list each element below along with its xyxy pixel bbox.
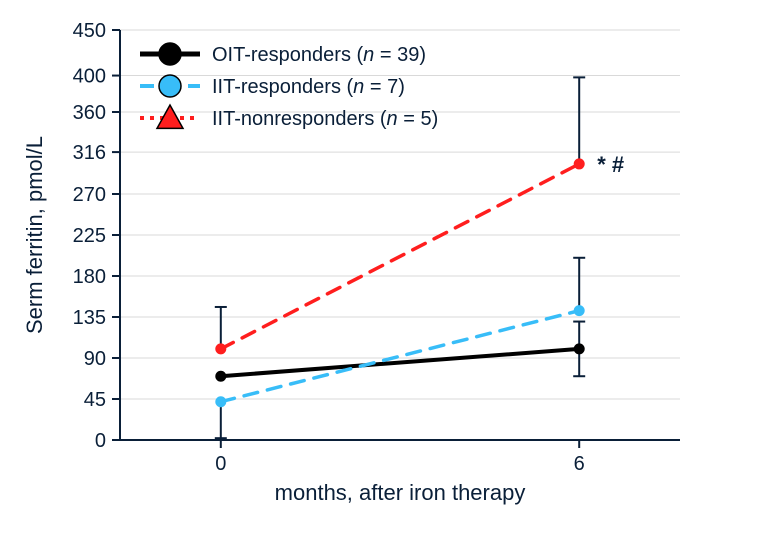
y-tick-label: 0 (95, 430, 106, 452)
legend-marker-circle-icon (159, 43, 181, 65)
y-tick-label: 270 (73, 184, 106, 206)
significance-annotation: * # (597, 152, 624, 177)
series-point-iit-nonresp (574, 159, 584, 169)
y-tick-label: 316 (73, 142, 106, 164)
y-tick-label: 90 (84, 348, 106, 370)
y-tick-label: 45 (84, 389, 106, 411)
x-axis-label: months, after iron therapy (275, 480, 526, 505)
legend-label: IIT-nonresponders (n = 5) (212, 108, 438, 130)
y-tick-label: 225 (73, 225, 106, 247)
y-tick-label: 180 (73, 266, 106, 288)
series-point-iit-nonresp (216, 344, 226, 354)
legend-marker-circle-icon (159, 75, 181, 97)
y-tick-label: 450 (73, 20, 106, 42)
series-point-iit-resp (574, 306, 584, 316)
y-tick-label: 360 (73, 102, 106, 124)
x-tick-label: 6 (574, 453, 585, 475)
y-tick-label: 135 (73, 307, 106, 329)
series-point-oit-resp (574, 344, 584, 354)
ferritin-line-chart: 0 45 90 135 180 225 270 316 360 400 450 0 6 Serm ferr… (0, 0, 776, 542)
series-point-oit-resp (216, 371, 226, 381)
legend-label: IIT-responders (n = 7) (212, 76, 405, 98)
y-axis-label: Serm ferritin, pmol/L (22, 136, 47, 334)
legend-label: OIT-responders (n = 39) (212, 44, 426, 66)
chart-container: 0 45 90 135 180 225 270 316 360 400 450 0 6 Serm ferr… (0, 0, 776, 542)
y-tick-label: 400 (73, 66, 106, 88)
series-point-iit-resp (216, 397, 226, 407)
x-tick-label: 0 (215, 453, 226, 475)
